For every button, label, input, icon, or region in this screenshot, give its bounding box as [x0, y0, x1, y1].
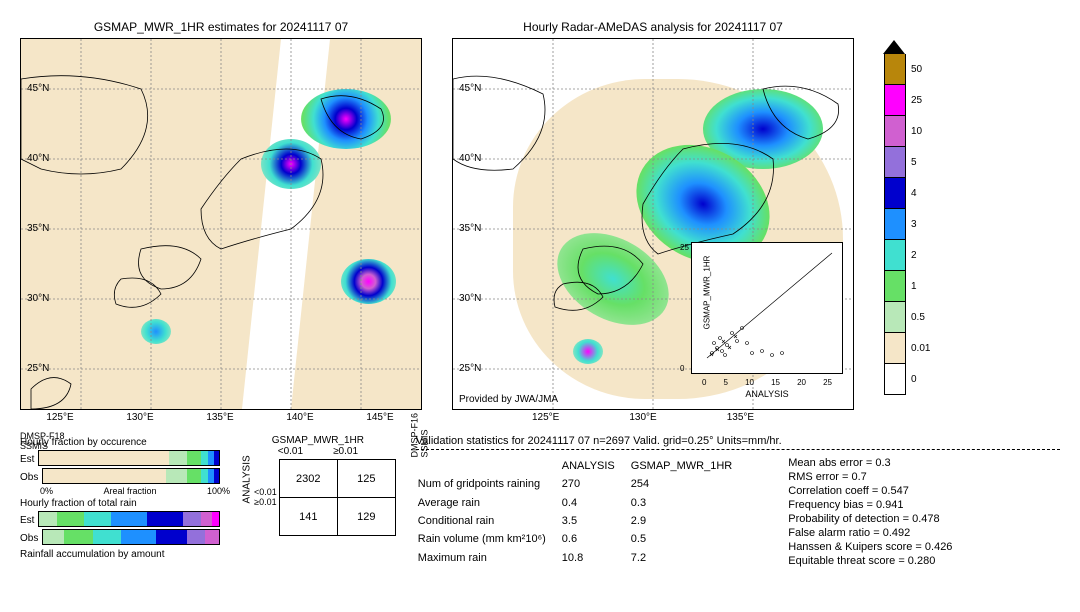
- stats-row: Num of gridpoints raining270254: [418, 476, 746, 492]
- fraction-segment: [111, 512, 147, 526]
- top-row: GSMAP_MWR_1HR estimates for 20241117 07: [20, 20, 1060, 423]
- satellite-label-2: DMSP-F16 SSMIS: [410, 413, 430, 458]
- accumulation-title: Rainfall accumulation by amount: [20, 549, 220, 560]
- colorbar-segment: 0.5: [884, 302, 906, 333]
- stats-row: Conditional rain3.52.9: [418, 513, 746, 529]
- lat-tick: 30°N: [27, 293, 49, 304]
- left-map-title: GSMAP_MWR_1HR estimates for 20241117 07: [20, 20, 422, 34]
- colorbar-top-triangle: [883, 40, 905, 54]
- cont-cell: 2302: [279, 460, 337, 498]
- stats-metric: Hanssen & Kuipers score = 0.426: [788, 540, 952, 554]
- fraction-segment: [43, 530, 64, 544]
- contingency-col-title: GSMAP_MWR_1HR: [240, 435, 396, 446]
- fraction-segment: [187, 451, 201, 465]
- fraction-segment: [212, 512, 219, 526]
- lon-axis-right: 125°E 130°E 135°E: [452, 412, 854, 423]
- fraction-segment: [201, 469, 208, 483]
- fraction-segment: [201, 451, 208, 465]
- colorbar-segment: 2: [884, 240, 906, 271]
- bottom-row: Hourly fraction by occurence Est Obs 0% …: [20, 435, 1060, 568]
- fraction-segment: [205, 530, 219, 544]
- lat-tick: 35°N: [27, 223, 49, 234]
- colorbar-segment: 10: [884, 116, 906, 147]
- fraction-segment: [201, 512, 212, 526]
- stats-row: Maximum rain10.87.2: [418, 550, 746, 566]
- fraction-segment: [187, 469, 201, 483]
- stats-row: Rain volume (mm km²10⁶)0.60.5: [418, 531, 746, 547]
- stats-title: Validation statistics for 20241117 07 n=…: [416, 435, 1060, 447]
- contingency-table: GSMAP_MWR_1HR <0.01 ≥0.01 ANALYSIS <0.01…: [240, 435, 396, 536]
- colorbar-segment: 0: [884, 364, 906, 395]
- colorbar-segment: 50: [884, 54, 906, 85]
- stats-metrics: Mean abs error = 0.3RMS error = 0.7Corre…: [788, 456, 952, 568]
- right-map-title: Hourly Radar-AMeDAS analysis for 2024111…: [452, 20, 854, 34]
- contingency-row-title: ANALYSIS: [242, 490, 253, 504]
- left-map-panel: GSMAP_MWR_1HR estimates for 20241117 07: [20, 20, 422, 423]
- fraction-segment: [43, 469, 166, 483]
- stats-block: Validation statistics for 20241117 07 n=…: [416, 435, 1060, 568]
- inset-ylabel: GSMAP_MWR_1HR: [702, 256, 711, 330]
- colorbar-segment: 25: [884, 85, 906, 116]
- fraction-segment: [183, 512, 201, 526]
- stats-row: Average rain0.40.3: [418, 495, 746, 511]
- stats-metric: Mean abs error = 0.3: [788, 456, 952, 470]
- cont-cell: 125: [337, 460, 395, 498]
- lat-tick: 45°N: [27, 83, 49, 94]
- fraction-segment: [39, 512, 57, 526]
- colorbar-segment: 4: [884, 178, 906, 209]
- lat-tick: 25°N: [27, 363, 49, 374]
- inset-scatter: 0 5 10 15 20 25 ANALYSIS GSMAP_MWR_1HR 0…: [691, 242, 843, 374]
- right-map-box: 45°N 40°N 35°N 30°N 25°N Provided by JWA…: [452, 38, 854, 410]
- cont-cell: 141: [279, 498, 337, 536]
- fraction-segment: [156, 530, 188, 544]
- stats-metric: Correlation coeff = 0.547: [788, 484, 952, 498]
- colorbar-segment: 5: [884, 147, 906, 178]
- stats-metric: Probability of detection = 0.478: [788, 512, 952, 526]
- fraction-segment: [166, 469, 187, 483]
- fraction-segment: [121, 530, 156, 544]
- fraction-segment: [93, 530, 121, 544]
- fraction-segment: [147, 512, 183, 526]
- stats-metric: False alarm ratio = 0.492: [788, 526, 952, 540]
- stats-metric: Frequency bias = 0.941: [788, 498, 952, 512]
- total-rain-title: Hourly fraction of total rain: [20, 498, 220, 509]
- cont-cell: 129: [337, 498, 395, 536]
- colorbar: 502510543210.50.010: [884, 40, 906, 395]
- satellite-label-1: DMSP-F18 SSMIS: [20, 431, 65, 451]
- fraction-segment: [39, 451, 168, 465]
- colorbar-segment: 3: [884, 209, 906, 240]
- provided-by: Provided by JWA/JMA: [459, 394, 558, 405]
- lon-axis: 125°E 130°E 135°E 140°E 145°E: [20, 412, 420, 423]
- stats-metric: Equitable threat score = 0.280: [788, 554, 952, 568]
- inset-xlabel: ANALYSIS: [692, 389, 842, 399]
- right-map-panel: Hourly Radar-AMeDAS analysis for 2024111…: [452, 20, 854, 423]
- lat-tick: 40°N: [27, 153, 49, 164]
- colorbar-segment: 1: [884, 271, 906, 302]
- fraction-segment: [214, 469, 219, 483]
- fraction-segment: [57, 512, 84, 526]
- fraction-segment: [214, 451, 219, 465]
- fraction-segment: [169, 451, 187, 465]
- left-map-box: 45°N 40°N 35°N 30°N 25°N: [20, 38, 422, 410]
- stats-table: ANALYSISGSMAP_MWR_1HR Num of gridpoints …: [416, 456, 748, 568]
- stats-metric: RMS error = 0.7: [788, 470, 952, 484]
- fraction-segment: [187, 530, 205, 544]
- colorbar-segment: 0.01: [884, 333, 906, 364]
- fraction-block: Hourly fraction by occurence Est Obs 0% …: [20, 435, 220, 562]
- fraction-segment: [84, 512, 111, 526]
- fraction-segment: [64, 530, 92, 544]
